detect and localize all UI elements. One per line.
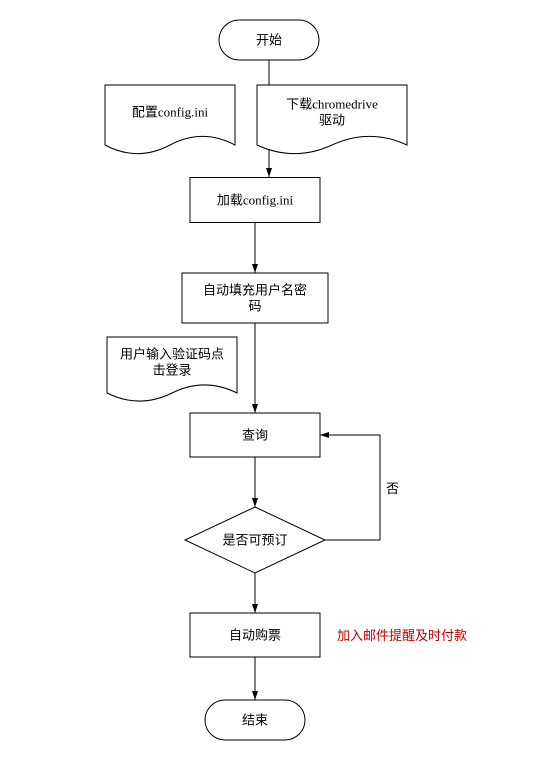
label-decision: 是否可预订	[222, 533, 287, 548]
label-end: 结束	[242, 713, 268, 728]
label-load: 加载config.ini	[217, 193, 294, 208]
label-start: 开始	[256, 33, 282, 48]
label-buy: 自动购票	[229, 628, 281, 643]
label-autofill-1: 码	[248, 299, 261, 314]
label-doc_config: 配置config.ini	[132, 105, 209, 120]
label-doc_driver-0: 下载chromedrive	[286, 97, 378, 112]
label-doc_driver-1: 驱动	[319, 113, 345, 128]
annotation-text: 加入邮件提醒及时付款	[337, 628, 467, 643]
label-autofill-0: 自动填充用户名密	[203, 283, 307, 298]
edge-label-no: 否	[386, 481, 399, 496]
label-doc_captcha-0: 用户输入验证码点	[120, 347, 224, 362]
label-doc_captcha-1: 击登录	[152, 363, 191, 378]
label-query: 查询	[242, 428, 268, 443]
